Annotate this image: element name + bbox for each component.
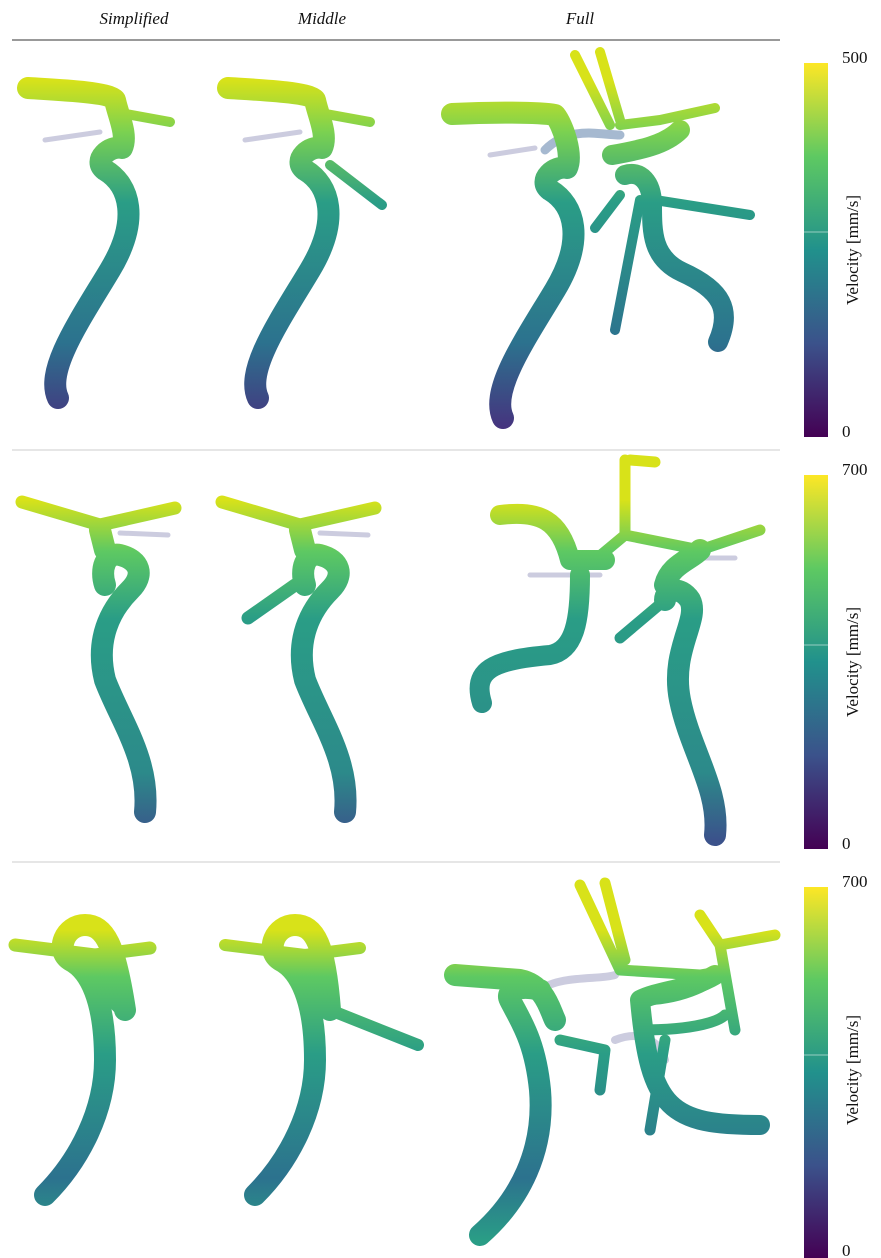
colorbar-min: 0 <box>842 1241 851 1258</box>
colorbar-max: 700 <box>842 460 868 479</box>
colorbar-label: Velocity [mm/s] <box>843 1015 862 1125</box>
vessel-middle <box>222 502 375 812</box>
vessel-simplified <box>28 88 170 398</box>
vessel-full <box>452 52 750 418</box>
header: Simplified Middle Full <box>12 9 780 40</box>
colorbar-min: 0 <box>842 422 851 441</box>
vessel-full <box>455 883 775 1235</box>
colorbar: 500 0 Velocity [mm/s] <box>804 48 868 441</box>
vessel-simplified <box>22 502 175 812</box>
vessel-full <box>480 460 760 835</box>
colorbar-label: Velocity [mm/s] <box>843 607 862 717</box>
colorbar: 700 0 Velocity [mm/s] <box>804 460 868 853</box>
vessel-simplified <box>15 925 150 1195</box>
colorbar: 700 0 Velocity [mm/s] <box>804 872 868 1258</box>
column-header: Simplified <box>100 9 169 28</box>
column-header: Middle <box>297 9 347 28</box>
column-header: Full <box>565 9 595 28</box>
colorbar-max: 700 <box>842 872 868 891</box>
colorbar-scale <box>804 63 828 437</box>
colorbar-label: Velocity [mm/s] <box>843 195 862 305</box>
colorbar-min: 0 <box>842 834 851 853</box>
colorbar-max: 500 <box>842 48 868 67</box>
colorbar-scale <box>804 887 828 1258</box>
vessel-middle <box>228 88 382 398</box>
vessel-middle <box>225 925 418 1195</box>
figure: Simplified Middle Full 500 0 Velocity [m… <box>0 0 881 1258</box>
colorbar-scale <box>804 475 828 849</box>
